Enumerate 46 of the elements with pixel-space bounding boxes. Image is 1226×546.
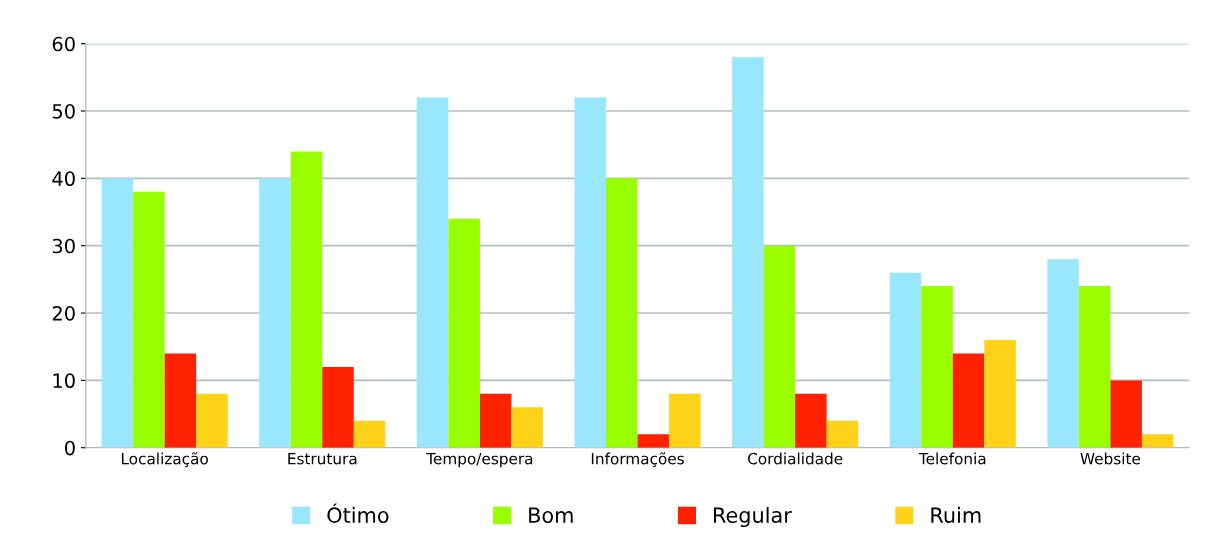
y-tick-label: 20 bbox=[52, 306, 75, 321]
bar bbox=[1110, 380, 1142, 448]
x-tick-label: Cordialidade bbox=[748, 452, 843, 465]
legend-label: Ruim bbox=[931, 506, 981, 523]
bar bbox=[1141, 434, 1174, 448]
bar bbox=[1047, 259, 1079, 448]
bar bbox=[921, 286, 953, 448]
bar bbox=[889, 272, 922, 448]
bar bbox=[479, 393, 512, 448]
bar bbox=[826, 420, 859, 448]
legend-label: Ótimo bbox=[327, 503, 389, 523]
x-tick-label: Localização bbox=[121, 452, 208, 468]
x-tick-label: Informações bbox=[591, 452, 684, 468]
bar bbox=[353, 420, 386, 448]
x-tick-label: Website bbox=[1080, 452, 1141, 465]
y-tick-label: 60 bbox=[52, 36, 75, 52]
bar bbox=[669, 393, 701, 448]
legend-label: Regular bbox=[713, 506, 792, 528]
bar bbox=[290, 151, 323, 448]
x-tick-label: Tempo/espera bbox=[426, 453, 533, 468]
x-tick-label: Estrutura bbox=[288, 453, 357, 465]
y-tick-label: 10 bbox=[53, 373, 75, 389]
bar bbox=[763, 245, 796, 448]
bar bbox=[605, 178, 638, 448]
y-tick-label: 50 bbox=[52, 103, 75, 119]
bar bbox=[133, 191, 165, 448]
x-tick-label: Telefonia bbox=[918, 452, 986, 465]
bar bbox=[196, 393, 228, 448]
bar bbox=[101, 178, 134, 448]
legend-label: Bom bbox=[529, 507, 573, 523]
bar bbox=[511, 407, 543, 448]
bar bbox=[637, 434, 670, 448]
bar bbox=[164, 353, 197, 448]
y-tick-label: 40 bbox=[52, 171, 75, 187]
bar bbox=[1078, 286, 1111, 448]
bar bbox=[984, 339, 1016, 448]
bar bbox=[448, 218, 480, 448]
y-tick-label: 30 bbox=[52, 238, 75, 254]
bar bbox=[259, 178, 291, 448]
bar bbox=[416, 97, 449, 448]
bar bbox=[795, 393, 827, 448]
bar bbox=[574, 97, 606, 448]
bar bbox=[732, 57, 764, 448]
bar bbox=[322, 366, 354, 448]
y-tick-label: 0 bbox=[65, 440, 75, 456]
bar bbox=[952, 353, 985, 448]
